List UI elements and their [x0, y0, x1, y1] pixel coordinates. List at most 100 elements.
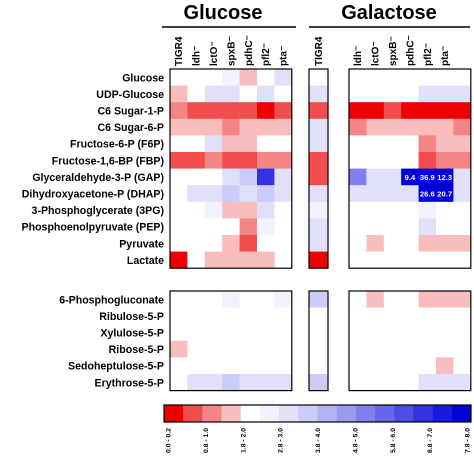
glucose-cell [204, 251, 223, 269]
legend-bin-label: 0.8 - 1.0 [203, 428, 210, 453]
galactose-cell [366, 201, 385, 219]
glucose-cell [274, 152, 293, 169]
glucose-cell [274, 235, 293, 252]
galactose-ppp-cell [401, 291, 419, 308]
glucose-panel-frame [169, 68, 293, 269]
glucose-cell [257, 201, 275, 219]
glucose-cell [257, 235, 275, 252]
galactose-ppp-cell [418, 340, 437, 358]
galactose-control-cell [309, 251, 329, 269]
galactose-control-cell [309, 168, 329, 186]
value-annotation: 26.6 [420, 190, 435, 199]
glucose-ppp-cell [274, 324, 293, 342]
glucose-cell [257, 85, 275, 103]
glucose-ppp-cell [170, 340, 188, 358]
glucose-cell [222, 168, 240, 186]
galactose-cell [383, 152, 402, 169]
galactose-cell [401, 201, 419, 219]
glucose-cell [257, 185, 275, 203]
galactose-ppp-cell [418, 307, 437, 325]
galactose-cell [383, 85, 402, 103]
legend-bin-label: 1.8 - 2.0 [240, 428, 247, 453]
galactose-cell [436, 102, 454, 120]
galactose-ppp-control-cell [309, 291, 329, 308]
galactose-cell [401, 251, 419, 269]
galactose-cell [418, 218, 437, 236]
galactose-ppp-cell [366, 324, 385, 342]
galactose-control-cell [309, 218, 329, 236]
glucose-ppp-cell [239, 357, 258, 375]
glucose-cell [222, 135, 240, 153]
glucose-ppp-cell [239, 340, 258, 358]
galactose-ppp-control-cell [309, 357, 329, 375]
glucose-cell [257, 118, 275, 136]
glucose-ppp-panel-frame [169, 290, 293, 392]
galactose-ppp-cell [453, 324, 472, 342]
legend-bin-label: 5.8 - 6.0 [390, 428, 397, 453]
galactose-cell [418, 235, 437, 252]
glucose-cell [257, 218, 275, 236]
legend-frame [163, 404, 472, 423]
row-label: 6-Phosphogluconate [59, 294, 164, 306]
galactose-cell [453, 135, 472, 153]
glucose-cell [170, 102, 188, 120]
column-label: pfl2⁻ [261, 43, 272, 66]
galactose-cell [366, 251, 385, 269]
column-label: pdhC⁻ [405, 35, 416, 66]
galactose-cell [401, 69, 419, 86]
galactose-cell [453, 235, 472, 252]
galactose-cell [383, 235, 402, 252]
glucose-ppp-cell [187, 374, 206, 391]
glucose-cell [204, 152, 223, 169]
galactose-ppp-cell [418, 291, 437, 308]
glucose-cell [187, 118, 206, 136]
galactose-cell [349, 201, 367, 219]
glucose-ppp-cell [239, 374, 258, 391]
galactose-cell [436, 118, 454, 136]
galactose-cell [366, 168, 385, 186]
galactose-cell [349, 102, 367, 120]
glucose-cell [187, 201, 206, 219]
column-label: spxB⁻ [226, 36, 237, 66]
row-labels: Glucose UDP-Glucose C6 Sugar-1-P C6 Sugar-6… [22, 72, 165, 389]
galactose-control-cell [309, 152, 329, 169]
legend-bin-label: 0.0 - 0.2 [166, 428, 173, 453]
galactose-ppp-cell [418, 374, 437, 391]
glucose-cell [239, 69, 258, 86]
glucose-ppp-cell [274, 374, 293, 391]
glucose-cell [170, 69, 188, 86]
galactose-cell [401, 168, 419, 186]
column-label: lctO⁻ [371, 41, 382, 66]
row-label: Fructose-6-P (F6P) [70, 139, 164, 151]
galactose-cell [401, 185, 419, 203]
glucose-cell [274, 118, 293, 136]
glucose-cell [274, 251, 293, 269]
legend-swatch [432, 405, 453, 422]
glucose-ppp-cell [274, 340, 293, 358]
glucose-cell [239, 235, 258, 252]
glucose-cell [187, 69, 206, 86]
galactose-ppp-cell [349, 357, 367, 375]
galactose-cell [436, 152, 454, 169]
glucose-cell [257, 152, 275, 169]
glucose-cell [222, 69, 240, 86]
glucose-ppp-cell [170, 291, 188, 308]
galactose-cell [366, 118, 385, 136]
galactose-cell [418, 85, 437, 103]
glucose-ppp-cell [239, 291, 258, 308]
galactose-ppp-cell [383, 340, 402, 358]
galactose-cell [453, 185, 472, 203]
glucose-cell [222, 85, 240, 103]
glucose-cell [274, 135, 293, 153]
legend-bin-label: 7.8 - 8.0 [465, 428, 472, 453]
legend-swatch [451, 405, 472, 422]
galactose-group-title: Galactose [341, 2, 437, 24]
glucose-ppp-cell [204, 307, 223, 325]
galactose-cell [349, 152, 367, 169]
column-label: TIGR4 [174, 36, 185, 66]
galactose-cell [383, 102, 402, 120]
galactose-cell [436, 235, 454, 252]
legend-swatch [259, 405, 280, 422]
glucose-cell [239, 135, 258, 153]
glucose-cell [239, 118, 258, 136]
